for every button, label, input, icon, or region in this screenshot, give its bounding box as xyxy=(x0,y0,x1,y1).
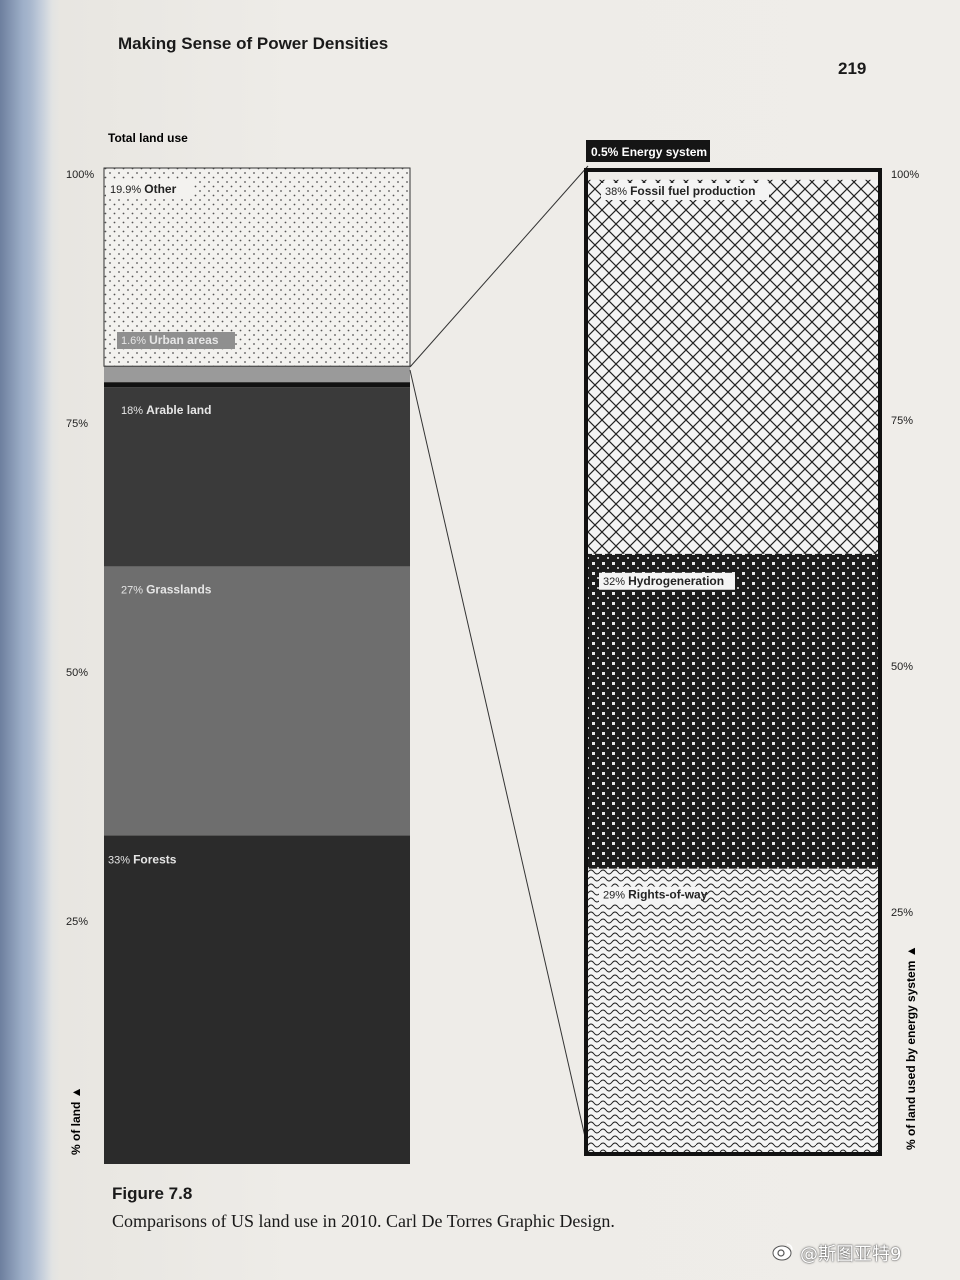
left-bar-segment-arable-land xyxy=(104,387,410,567)
label-arable-land: 18% Arable land xyxy=(121,403,211,417)
svg-text:27% Grasslands: 27% Grasslands xyxy=(121,582,212,596)
left-y-tick-label: 75% xyxy=(66,418,88,430)
left-stacked-bar xyxy=(103,167,411,1164)
svg-text:32% Hydrogeneration: 32% Hydrogeneration xyxy=(603,574,724,588)
page-number: 219 xyxy=(838,59,867,78)
left-bar-segment-urban-areas xyxy=(104,366,410,383)
right-y-tick-label: 75% xyxy=(891,415,913,427)
right-y-axis: 100% 75% 50% 25% xyxy=(891,169,919,919)
left-bar-labels: 33% Forests 27% Grasslands 18% Arable land… xyxy=(106,181,235,866)
label-urban-areas: 1.6% Urban areas xyxy=(117,332,235,349)
right-y-tick-label: 100% xyxy=(891,169,919,181)
right-bar-segment-hydrogeneration xyxy=(586,553,880,869)
figure-caption: Comparisons of US land use in 2010. Carl… xyxy=(112,1211,615,1231)
right-bar-segment-rights-of-way xyxy=(586,868,880,1154)
svg-text:38% Fossil fuel production: 38% Fossil fuel production xyxy=(605,184,755,198)
right-bar-labels: 38% Fossil fuel production 32% Hydrogener… xyxy=(599,183,769,904)
left-y-tick-label: 25% xyxy=(66,916,88,928)
right-y-tick-label: 50% xyxy=(891,661,913,673)
svg-text:19.9% Other: 19.9% Other xyxy=(110,182,177,196)
svg-text:1.6% Urban areas: 1.6% Urban areas xyxy=(121,333,219,347)
label-grasslands: 27% Grasslands xyxy=(121,582,212,596)
book-gutter-shadow xyxy=(0,0,52,1280)
left-y-tick-label: 100% xyxy=(66,169,94,181)
running-head: Making Sense of Power Densities xyxy=(118,34,389,53)
right-y-tick-label: 25% xyxy=(891,907,913,919)
right-bar-frame xyxy=(584,168,882,1156)
right-stacked-bar xyxy=(584,168,882,1156)
left-y-axis-label: % of land ▲ xyxy=(69,1086,83,1155)
weibo-icon xyxy=(772,1243,793,1261)
left-chart-title: Total land use xyxy=(108,131,188,145)
label-other: 19.9% Other xyxy=(106,181,194,198)
svg-text:33% Forests: 33% Forests xyxy=(108,852,177,866)
label-hydrogeneration: 32% Hydrogeneration xyxy=(599,572,735,590)
svg-text:29% Rights-of-way: 29% Rights-of-way xyxy=(603,888,708,902)
label-rights-of-way: 29% Rights-of-way xyxy=(599,886,708,904)
left-y-axis: 100% 75% 50% 25% xyxy=(66,169,94,928)
label-fossil-fuel-production: 38% Fossil fuel production xyxy=(601,183,769,200)
left-bar-segment-forests xyxy=(104,835,410,1164)
left-bar-segment-grasslands xyxy=(104,566,410,836)
connector-line-top xyxy=(409,165,589,368)
right-bar-segment-fossil-fuel-production xyxy=(586,179,880,554)
svg-text:0.5% Energy system: 0.5% Energy system xyxy=(591,145,707,159)
figure-label: Figure 7.8 xyxy=(112,1184,193,1203)
right-y-axis-label: % of land used by energy system ▲ xyxy=(904,945,918,1150)
left-y-tick-label: 50% xyxy=(66,667,88,679)
connector-line-bottom xyxy=(409,369,589,1151)
label-forests: 33% Forests xyxy=(108,852,177,866)
watermark-text: @斯图亚特9 xyxy=(800,1244,902,1265)
svg-text:18% Arable land: 18% Arable land xyxy=(121,403,211,417)
right-chart-title-box: 0.5% Energy system xyxy=(586,140,710,162)
left-bar-segment-energy-system xyxy=(104,382,410,388)
